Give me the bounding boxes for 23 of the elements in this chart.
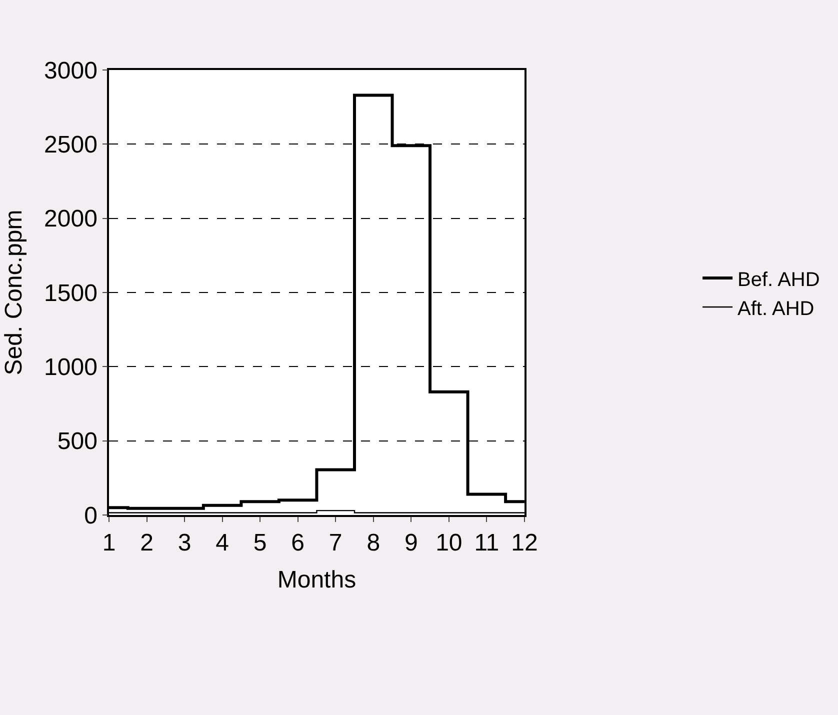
x-tick-label: 5 [253,530,267,557]
x-tick-label: 8 [366,530,380,557]
y-tick-label: 2000 [44,206,98,233]
y-tick-label: 0 [84,502,98,530]
x-tick-label: 2 [140,530,154,557]
y-tick-label: 2500 [44,132,98,159]
y-tick-label: 500 [57,428,98,456]
x-tick-label: 9 [404,530,418,557]
x-axis-title: Months [277,566,356,594]
x-tick-label: 6 [291,530,305,557]
legend-label: Bef. AHD [738,268,820,291]
x-tick-label: 4 [216,530,229,557]
legend-label: Aft. AHD [738,298,814,320]
x-tick-label: 7 [328,530,342,557]
y-tick-label: 1500 [44,280,98,307]
x-tick-label: 12 [511,530,538,557]
y-tick-label: 3000 [44,57,98,84]
x-tick-label: 10 [436,530,462,557]
y-axis-title: Sed. Conc.ppm [0,210,28,376]
x-tick-label: 3 [178,530,192,557]
x-tick-label: 1 [102,530,116,557]
y-tick-label: 1000 [44,354,98,382]
x-tick-label: 11 [474,530,500,557]
